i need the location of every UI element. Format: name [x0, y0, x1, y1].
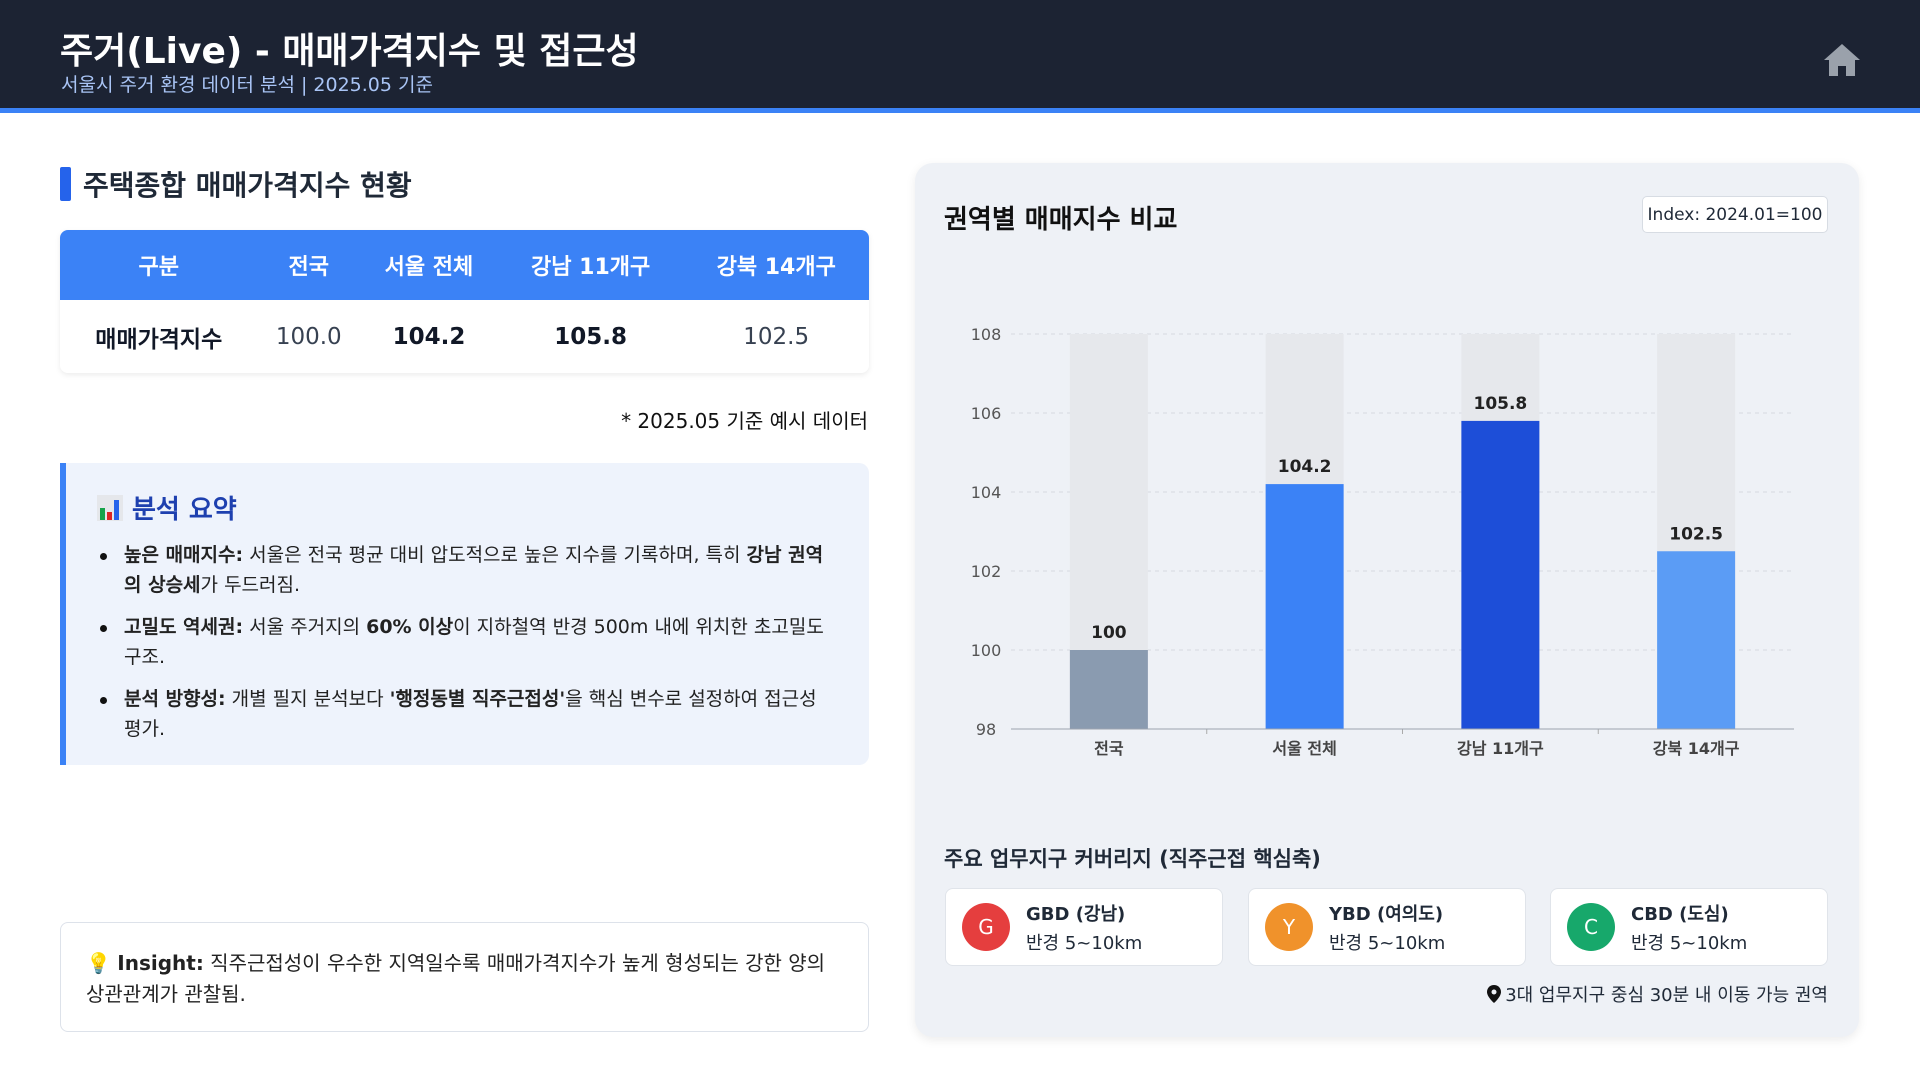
bar-chart-icon — [97, 494, 123, 521]
district-name: GBD (강남) — [1026, 903, 1126, 925]
list-item: 분석 방향성: 개별 필지 분석보다 '행정동별 직주근접성'을 핵심 변수로 … — [96, 684, 839, 744]
y-tick-label: 100 — [971, 641, 1002, 660]
table-header: 강남 11개구 — [497, 230, 684, 300]
x-tick-label: 강남 11개구 — [1457, 739, 1544, 758]
district-name: CBD (도심) — [1631, 903, 1729, 925]
business-title: 주요 업무지구 커버리지 (직주근접 핵심축) — [944, 847, 1321, 871]
chart-title: 권역별 매매지수 비교 — [944, 205, 1178, 235]
y-tick-label: 104 — [971, 483, 1002, 502]
item-text: 이 지하철역 반경 500m 내에 위치한 초고밀도 구조. — [124, 616, 824, 668]
district-badge: C — [1567, 903, 1615, 951]
item-label: 높은 매매지수: — [124, 544, 244, 566]
home-icon[interactable] — [1822, 42, 1862, 78]
insight-label: Insight: — [117, 951, 204, 975]
bar-3 — [1461, 420, 1540, 729]
item-text: 개별 필지 분석보다 — [225, 688, 390, 710]
index-badge: Index: 2024.01=100 — [1642, 196, 1828, 233]
section-title: 주택종합 매매가격지수 현황 — [60, 166, 412, 202]
item-text: 서울은 전국 평균 대비 압도적으로 높은 지수를 기록하며, 특히 — [243, 544, 747, 566]
business-footnote: 3대 업무지구 중심 30분 내 이동 가능 권역 — [1487, 981, 1828, 1007]
table-cell: 100.0 — [257, 300, 361, 373]
app-header: 주거(Live) - 매매가격지수 및 접근성 서울시 주거 환경 데이터 분석… — [0, 0, 1920, 113]
map-pin-icon — [1487, 985, 1502, 1003]
y-tick-label: 108 — [971, 325, 1002, 344]
item-emphasis: '행정동별 직주근접성' — [389, 688, 566, 710]
table-note: * 2025.05 기준 예시 데이터 — [621, 409, 868, 433]
page-title: 주거(Live) - 매매가격지수 및 접근성 — [60, 31, 639, 72]
data-label: 105.8 — [1473, 394, 1527, 414]
table-cell: 매매가격지수 — [60, 300, 258, 373]
bar-2 — [1265, 484, 1344, 729]
x-tick-label: 강북 14개구 — [1653, 739, 1740, 758]
district-radius: 반경 5~10km — [1631, 932, 1748, 954]
table-cell: 105.8 — [497, 300, 684, 373]
table-cell: 104.2 — [360, 300, 498, 373]
business-card-cbd: C CBD (도심) 반경 5~10km — [1550, 888, 1828, 966]
bar-1 — [1069, 650, 1148, 729]
item-emphasis: 60% 이상 — [366, 616, 454, 638]
table-cell: 102.5 — [683, 300, 869, 373]
page-subtitle: 서울시 주거 환경 데이터 분석 | 2025.05 기준 — [61, 74, 433, 96]
item-label: 분석 방향성: — [124, 688, 226, 710]
table-header: 전국 — [257, 230, 361, 300]
y-tick-label: 102 — [971, 562, 1002, 581]
list-item: 고밀도 역세권: 서울 주거지의 60% 이상이 지하철역 반경 500m 내에… — [96, 612, 839, 672]
table-row: 매매가격지수 100.0 104.2 105.8 102.5 — [60, 300, 869, 373]
item-label: 고밀도 역세권: — [124, 616, 244, 638]
summary-title: 분석 요약 — [132, 495, 237, 525]
accent-bar — [60, 167, 71, 201]
y-tick-label: 106 — [971, 404, 1002, 423]
table-header: 서울 전체 — [360, 230, 498, 300]
lightbulb-icon: 💡 — [86, 951, 111, 975]
data-label: 100 — [1091, 623, 1127, 643]
district-name: YBD (여의도) — [1329, 903, 1444, 925]
table-header-row: 구분 전국 서울 전체 강남 11개구 강북 14개구 — [60, 230, 869, 300]
data-label: 102.5 — [1669, 524, 1723, 544]
insight-box: 💡 Insight: 직주근접성이 우수한 지역일수록 매매가격지수가 높게 형… — [60, 922, 869, 1032]
analysis-summary: 분석 요약 높은 매매지수: 서울은 전국 평균 대비 압도적으로 높은 지수를… — [60, 463, 869, 765]
district-badge: Y — [1265, 903, 1313, 951]
section-title-text: 주택종합 매매가격지수 현황 — [83, 169, 412, 202]
chart-panel: 권역별 매매지수 비교 Index: 2024.01=100 98 100 102 1… — [915, 163, 1859, 1037]
data-label: 104.2 — [1278, 457, 1332, 477]
table-header: 구분 — [60, 230, 258, 300]
insight-text: 직주근접성이 우수한 지역일수록 매매가격지수가 높게 형성되는 강한 양의 상… — [86, 951, 826, 1006]
business-card-ybd: Y YBD (여의도) 반경 5~10km — [1248, 888, 1526, 966]
list-item: 높은 매매지수: 서울은 전국 평균 대비 압도적으로 높은 지수를 기록하며,… — [96, 540, 839, 600]
item-text: 을 핵심 변수로 설정하여 접근성 평가. — [124, 688, 817, 740]
x-tick-label: 전국 — [1094, 739, 1124, 758]
item-text: 서울 주거지의 — [243, 616, 367, 638]
district-badge: G — [962, 903, 1010, 951]
price-index-table: 구분 전국 서울 전체 강남 11개구 강북 14개구 매매가격지수 100.0… — [60, 230, 869, 373]
business-card-gbd: G GBD (강남) 반경 5~10km — [945, 888, 1223, 966]
bar-4 — [1657, 551, 1736, 729]
item-text: 가 두드러짐. — [200, 574, 301, 596]
x-tick-label: 서울 전체 — [1272, 739, 1336, 758]
y-tick-label: 98 — [976, 720, 996, 739]
district-radius: 반경 5~10km — [1329, 932, 1446, 954]
table-header: 강북 14개구 — [683, 230, 869, 300]
bar-chart: 98 100 102 104 106 108 100 전국 104.2 서울 전체 105.8 강남 … — [971, 325, 1794, 758]
footnote-text: 3대 업무지구 중심 30분 내 이동 가능 권역 — [1505, 985, 1828, 1006]
district-radius: 반경 5~10km — [1026, 932, 1143, 954]
item-emphasis: 강남 권역의 상승세 — [124, 544, 824, 596]
